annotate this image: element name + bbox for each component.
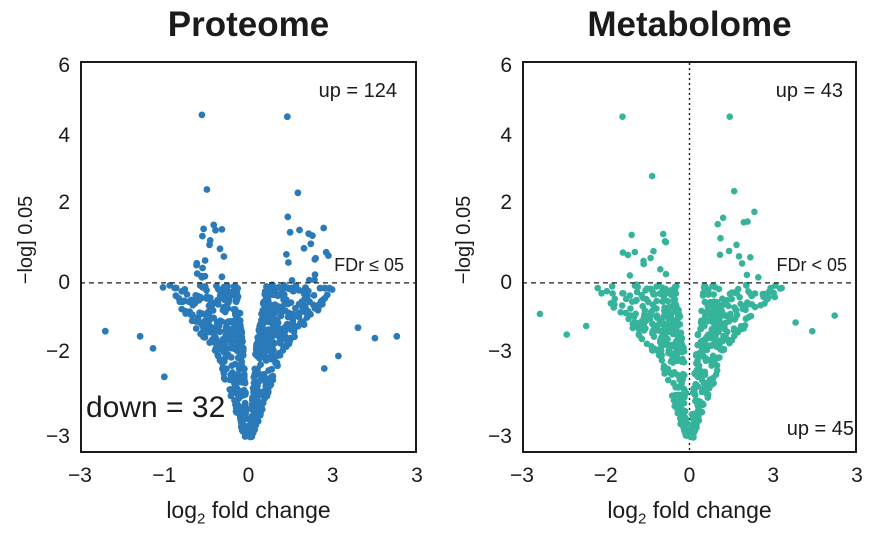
y-tick-label: 0 bbox=[58, 270, 70, 294]
metabolome-plot-area bbox=[522, 61, 857, 453]
y-tick-label: 4 bbox=[58, 123, 70, 147]
x-tick-label: −2 bbox=[593, 464, 618, 487]
x-axis-label-post: fold change bbox=[646, 497, 772, 523]
x-tick-label: 3 bbox=[767, 464, 780, 487]
y-tick-label: −3 bbox=[488, 424, 512, 448]
proteome-title: Proteome bbox=[167, 5, 330, 44]
proteome-down-count-annotation: down = 32 bbox=[86, 391, 226, 424]
y-tick-label: 6 bbox=[58, 54, 70, 78]
plot-spine-frame bbox=[522, 61, 857, 453]
x-axis-label-pre: log bbox=[166, 497, 198, 523]
x-tick-label: −3 bbox=[510, 464, 534, 487]
metabolome-up-count-annotation: up = 43 bbox=[775, 80, 843, 102]
x-tick-label: 3 bbox=[411, 464, 423, 487]
x-tick-label: 0 bbox=[242, 464, 255, 487]
metabolome-x-axis-label: log2 fold change bbox=[522, 496, 857, 534]
y-tick-label: 2 bbox=[500, 190, 512, 214]
metabolome-up-count-bottom-annotation: up = 45 bbox=[786, 418, 854, 440]
metabolome-y-axis-label: −log] 0.05 bbox=[453, 195, 475, 285]
scatter-points bbox=[536, 113, 838, 441]
metabolome-title: Metabolome bbox=[587, 5, 792, 44]
scatter-points bbox=[101, 111, 401, 441]
proteome-x-axis-label: log2 fold change bbox=[80, 496, 417, 534]
proteome-up-count-annotation: up = 124 bbox=[318, 80, 397, 102]
x-tick-label: 0 bbox=[683, 464, 696, 487]
y-tick-label: 4 bbox=[500, 123, 512, 147]
x-axis-label-sub: 2 bbox=[638, 510, 647, 528]
x-tick-label: −3 bbox=[68, 464, 92, 487]
y-tick-label: 2 bbox=[58, 190, 70, 214]
x-tick-label: −1 bbox=[152, 464, 177, 487]
plot-spine-frame bbox=[80, 61, 417, 453]
proteome-plot-area bbox=[80, 61, 417, 453]
proteome-scatter-svg bbox=[80, 61, 417, 453]
x-axis-label-sub: 2 bbox=[197, 510, 206, 528]
y-tick-label: 0 bbox=[500, 270, 512, 294]
metabolome-scatter-svg bbox=[522, 61, 857, 453]
y-tick-label: −3 bbox=[488, 339, 512, 363]
metabolome-fdr-threshold-annotation: FDr < 05 bbox=[776, 255, 847, 275]
x-tick-label: 3 bbox=[851, 464, 863, 487]
x-axis-label-post: fold change bbox=[205, 497, 331, 523]
x-tick-label: 3 bbox=[326, 464, 339, 487]
y-tick-label: −3 bbox=[46, 424, 70, 448]
y-tick-label: 6 bbox=[500, 54, 512, 78]
y-tick-label: −2 bbox=[46, 339, 70, 363]
proteome-fdr-threshold-annotation: FDr ≤ 05 bbox=[334, 255, 404, 275]
x-axis-label-pre: log bbox=[607, 497, 639, 523]
